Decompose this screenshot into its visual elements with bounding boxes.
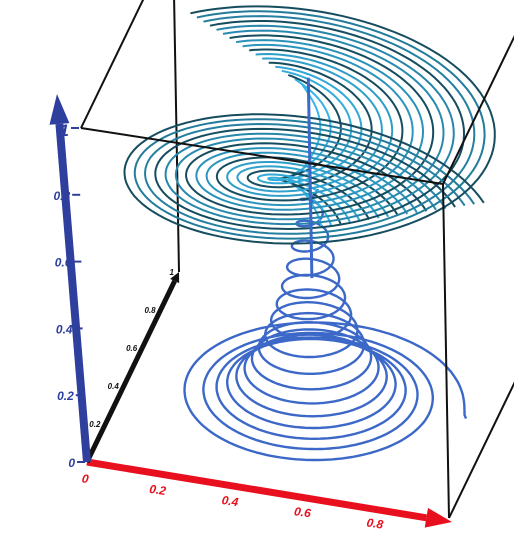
y-tick-label: 0.2 [89,420,101,429]
z-tick-label: 0.2 [57,389,74,403]
y-tick-label: 1 [170,268,175,277]
sheet-arc [195,39,424,214]
z-tick-label: 0.8 [54,189,71,203]
sheet-arc [246,61,373,220]
tick-labels: 0 0.2 0.4 0.6 0.8 1 0 0.2 0.4 0.6 0.8 1 0.2 0.4 0.6 0.8… [54,121,457,537]
helix-spiral-curve [183,188,468,462]
z-tick-label: 0.4 [56,322,73,336]
y-axis-shaft [84,279,177,464]
sheet-arc [205,43,414,215]
box-edge-back-left-vertical [173,0,180,273]
plot-axes [49,94,452,528]
box-edge-right-top [442,35,514,185]
sheet-arc [185,34,435,216]
sheet-arc [174,29,445,221]
sheet-arc [133,10,486,240]
sheet-arc [154,20,465,230]
sheet-arc [144,15,476,235]
sheet-arc [164,24,455,226]
x-tick-label: 0.4 [221,493,240,509]
x-tick-label: 0 [81,471,90,486]
sheet-arc [123,5,496,245]
center-line [306,77,314,279]
y-tick-label: 0.4 [108,382,120,391]
box-edge-left-top [80,0,145,129]
sheet-arc [236,57,383,219]
x-tick-label: 0.2 [148,482,167,498]
sheet-arc [215,48,404,216]
y-tick-label: 0.8 [144,306,156,315]
sheet-arc [257,65,363,222]
box-edge-front-top [80,127,444,185]
x-tick-label: 0.8 [366,515,385,531]
plot-curves [123,5,496,462]
z-tick-label: 0.6 [55,256,72,270]
z-axis-shaft [55,123,91,463]
z-tick-label: 0 [68,456,75,470]
x-axis-arrowhead [424,507,452,528]
x-axis-shaft [86,458,427,522]
y-axis-arrowhead [170,272,180,284]
x-tick-label: 0.6 [293,504,312,520]
box-edge-front-right-vertical [442,183,450,519]
sheet-arc [226,53,394,218]
box-edge-right-bottom [448,381,514,519]
y-tick-label: 0.6 [126,344,138,353]
z-axis-arrowhead [49,94,70,125]
plot-box-front [80,35,514,519]
plot-box-back [80,0,180,273]
z-tick-label: 1 [60,121,69,140]
